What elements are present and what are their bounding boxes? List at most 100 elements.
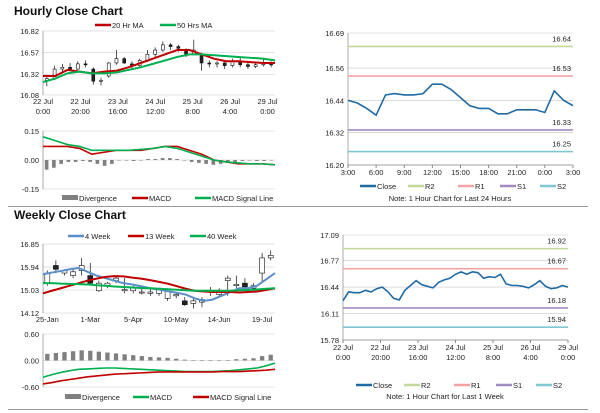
- divergence-bar: [96, 351, 101, 361]
- divergence-bar: [124, 160, 129, 161]
- level-label-s1: 16.18: [547, 296, 566, 305]
- level-label-r2: 16.64: [552, 34, 571, 43]
- divergence-bar: [53, 352, 59, 361]
- divergence-bar: [153, 159, 158, 160]
- divergence-bar: [262, 160, 266, 161]
- legend-label: S1: [513, 381, 522, 390]
- legend-label: MACD: [150, 393, 173, 402]
- x-tick-label: 6:00: [369, 168, 384, 177]
- candle-body: [161, 44, 165, 51]
- x-tick-label: 20:00: [71, 107, 90, 116]
- x-tick-label: 29 Jul: [258, 97, 278, 106]
- candle-body: [122, 58, 126, 64]
- x-tick-label: 10-May: [164, 315, 189, 324]
- divergence-bar: [225, 360, 230, 361]
- legend-label: Divergence: [79, 194, 117, 203]
- y-tick-label: 0.00: [24, 357, 39, 366]
- legend-label: Close: [377, 182, 396, 191]
- y-tick-label: 16.20: [325, 161, 344, 170]
- divergence-bar: [131, 355, 136, 361]
- legend-swatch-divergence: [65, 394, 81, 399]
- x-tick-label: 24 Jul: [145, 97, 165, 106]
- divergence-bar: [148, 356, 153, 361]
- legend-label: 20 Hr MA: [112, 21, 144, 30]
- x-tick-label: 4:00: [523, 353, 538, 362]
- divergence-bar: [59, 160, 63, 164]
- divergence-bar: [88, 350, 93, 361]
- divergence-bar: [199, 360, 205, 361]
- divergence-bar: [217, 360, 222, 361]
- x-tick-label: 0:00: [260, 107, 275, 116]
- legend-swatch-divergence: [62, 195, 78, 200]
- level-label-r1: 16.67: [547, 257, 566, 266]
- x-tick-label: 20:00: [371, 353, 390, 362]
- divergence-bar: [165, 357, 170, 361]
- divergence-bar: [269, 160, 274, 161]
- x-tick-label: 12:00: [146, 107, 165, 116]
- candle-body: [91, 68, 96, 82]
- divider: [8, 409, 588, 410]
- divergence-bar: [168, 158, 172, 160]
- x-tick-label: 29 Jul: [558, 343, 578, 352]
- legend-label: MACD: [149, 194, 172, 203]
- level-label-s1: 16.33: [552, 118, 571, 127]
- candle-body: [224, 277, 231, 281]
- x-tick-label: 16:00: [409, 353, 428, 362]
- divergence-bar: [191, 360, 196, 361]
- y-tick-label: 16.32: [325, 129, 344, 138]
- candle-body: [242, 282, 248, 288]
- x-tick-label: 22 Jul: [70, 97, 90, 106]
- candle-body: [60, 67, 65, 70]
- x-tick-label: 16:00: [108, 107, 127, 116]
- y-tick-label: 16.44: [320, 283, 339, 292]
- y-tick-label: -0.60: [22, 383, 39, 392]
- candle-body: [207, 62, 212, 65]
- divergence-bar: [182, 160, 187, 161]
- x-tick-label: 9:00: [397, 168, 412, 177]
- x-tick-label: 18:00: [479, 168, 498, 177]
- x-tick-label: 26 Jul: [220, 97, 240, 106]
- divergence-bar: [247, 160, 252, 161]
- x-tick-label: 15:00: [451, 168, 470, 177]
- series-line-40-week: [43, 282, 276, 292]
- candle-body: [99, 79, 103, 82]
- candle-body: [121, 289, 128, 292]
- divergence-bar: [240, 160, 245, 161]
- legend-label: S1: [517, 182, 526, 191]
- series-line-50-hrs-ma: [42, 53, 276, 83]
- divergence-bar: [139, 356, 144, 361]
- candle-body: [215, 62, 219, 65]
- divergence-bar: [182, 359, 187, 361]
- divergence-bar: [73, 160, 78, 162]
- divergence-bar: [81, 160, 85, 161]
- divergence-bar: [233, 160, 237, 162]
- y-tick-label: 16.08: [20, 91, 39, 100]
- candle-body: [52, 68, 57, 79]
- divergence-bar: [204, 160, 208, 164]
- series-line-close: [342, 271, 569, 302]
- candle-body: [267, 255, 274, 259]
- y-tick-label: 16.85: [20, 240, 39, 249]
- divergence-bar: [105, 352, 110, 361]
- x-tick-label: 0:00: [336, 353, 351, 362]
- candle-body: [222, 62, 227, 66]
- legend-label: R1: [475, 182, 485, 191]
- divergence-bar: [211, 160, 216, 165]
- series-line-13-week: [42, 275, 276, 295]
- legend-label: S2: [557, 182, 566, 191]
- y-tick-label: 16.32: [20, 70, 39, 79]
- divergence-bar: [66, 160, 71, 162]
- legend-label: R1: [471, 381, 481, 390]
- series-line-macd: [42, 362, 276, 379]
- divergence-bar: [174, 358, 179, 361]
- level-label-r2: 16.92: [547, 237, 566, 246]
- y-tick-label: 15.78: [320, 336, 339, 345]
- divergence-bar: [208, 360, 213, 361]
- legend-label: 13 Week: [145, 232, 175, 241]
- y-tick-label: 17.09: [320, 231, 339, 240]
- divergence-bar: [52, 160, 56, 168]
- y-tick-label: 16.56: [325, 64, 344, 73]
- x-tick-label: 22 Jul: [33, 97, 53, 106]
